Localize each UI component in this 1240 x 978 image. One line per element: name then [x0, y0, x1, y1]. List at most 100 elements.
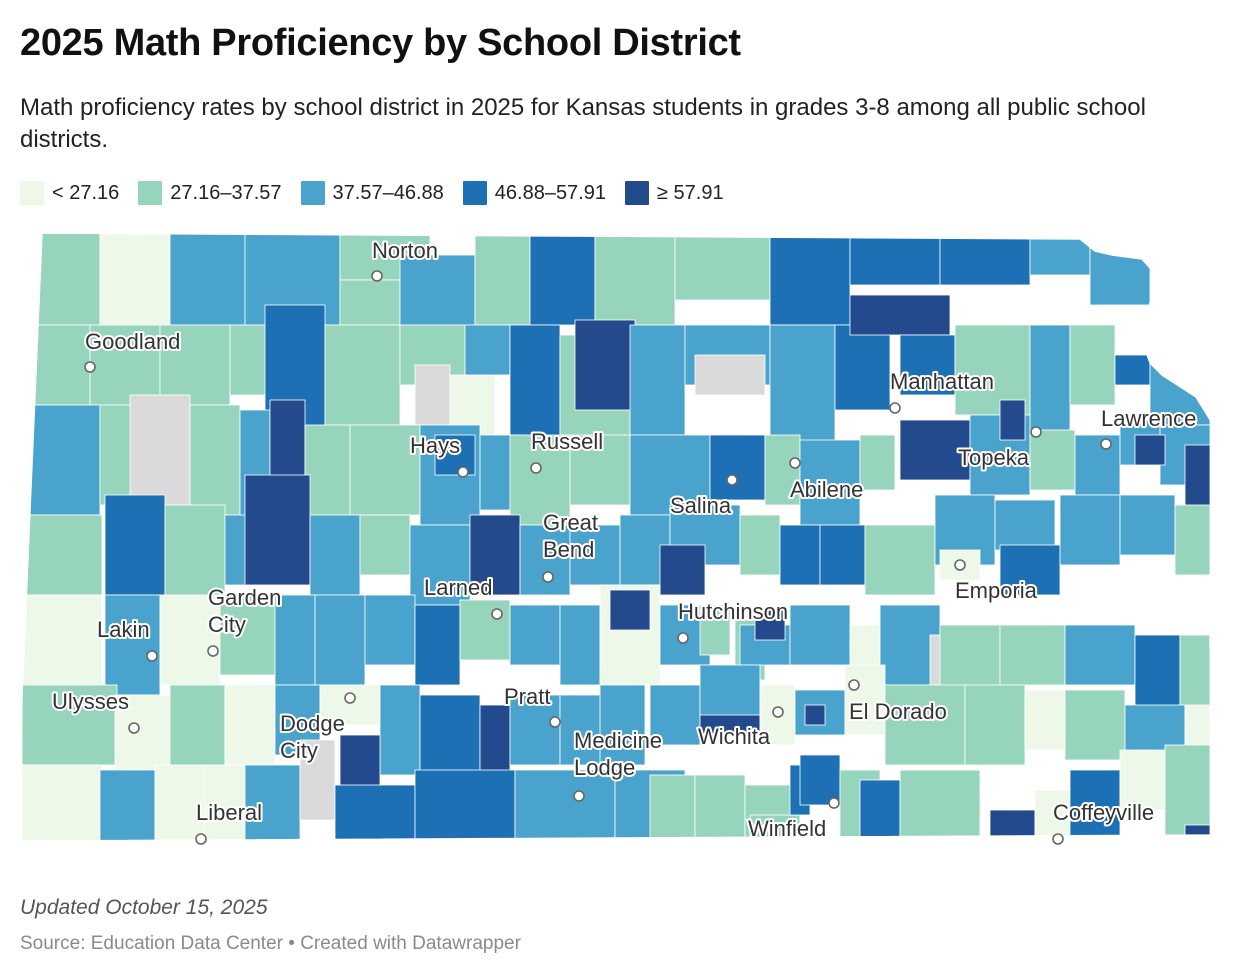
district-83[interactable]: [739, 514, 781, 576]
district-2[interactable]: [99, 225, 171, 326]
district-165[interactable]: [899, 769, 981, 841]
district-17[interactable]: [20, 324, 91, 406]
district-78[interactable]: [519, 524, 571, 596]
district-54[interactable]: [569, 434, 631, 506]
district-6[interactable]: [339, 279, 401, 326]
district-76[interactable]: [409, 524, 471, 606]
district-97[interactable]: [219, 594, 276, 676]
district-103[interactable]: [509, 604, 561, 666]
district-102[interactable]: [459, 599, 511, 661]
district-79[interactable]: [569, 524, 621, 586]
district-30[interactable]: [629, 324, 686, 436]
district-154[interactable]: [414, 769, 516, 841]
district-158[interactable]: [694, 774, 746, 841]
district-82[interactable]: [659, 544, 706, 596]
district-59[interactable]: [859, 434, 896, 491]
district-124[interactable]: [224, 684, 276, 776]
district-86[interactable]: [864, 524, 936, 596]
district-89[interactable]: [994, 499, 1056, 551]
district-142[interactable]: [1024, 689, 1066, 751]
district-93[interactable]: [1174, 504, 1211, 576]
district-121[interactable]: [21, 684, 118, 766]
district-71[interactable]: [164, 504, 226, 606]
district-98[interactable]: [274, 594, 316, 686]
district-24[interactable]: [414, 364, 451, 426]
district-36[interactable]: [899, 334, 956, 396]
district-27[interactable]: [509, 324, 561, 446]
district-74[interactable]: [309, 514, 361, 596]
district-143[interactable]: [1064, 689, 1126, 761]
district-16[interactable]: [1089, 244, 1151, 306]
district-140[interactable]: [884, 684, 966, 766]
district-146[interactable]: [21, 764, 103, 841]
district-73[interactable]: [244, 474, 311, 586]
district-108[interactable]: [699, 604, 731, 656]
district-141[interactable]: [964, 684, 1026, 766]
district-94[interactable]: [21, 594, 103, 686]
district-133[interactable]: [649, 684, 701, 746]
district-148[interactable]: [154, 764, 211, 841]
district-15[interactable]: [1029, 225, 1091, 276]
district-14[interactable]: [939, 225, 1031, 286]
district-106[interactable]: [609, 589, 651, 631]
district-11[interactable]: [674, 225, 771, 301]
district-100[interactable]: [364, 594, 416, 666]
district-138[interactable]: [804, 704, 826, 726]
district-118[interactable]: [1064, 624, 1136, 686]
district-18[interactable]: [89, 324, 161, 406]
district-147[interactable]: [99, 769, 156, 841]
district-112[interactable]: [789, 604, 851, 666]
district-26[interactable]: [464, 324, 511, 376]
district-130[interactable]: [509, 694, 561, 766]
district-44[interactable]: [129, 394, 191, 506]
district-126[interactable]: [319, 684, 381, 726]
district-155[interactable]: [514, 769, 616, 841]
district-153[interactable]: [334, 784, 416, 841]
district-168[interactable]: [1069, 769, 1121, 841]
district-12[interactable]: [769, 225, 851, 326]
district-62[interactable]: [999, 399, 1026, 441]
district-95[interactable]: [104, 594, 161, 696]
district-127[interactable]: [379, 684, 421, 776]
district-49[interactable]: [349, 424, 421, 516]
district-68[interactable]: [1134, 434, 1166, 466]
district-92[interactable]: [1119, 494, 1176, 556]
district-135[interactable]: [699, 664, 761, 716]
district-9[interactable]: [529, 225, 596, 326]
district-29[interactable]: [574, 319, 636, 411]
district-164[interactable]: [859, 779, 901, 841]
district-32[interactable]: [694, 354, 766, 396]
district-117[interactable]: [999, 624, 1066, 686]
district-70[interactable]: [104, 494, 166, 596]
district-90[interactable]: [999, 544, 1061, 596]
district-57[interactable]: [764, 434, 801, 506]
district-104[interactable]: [559, 604, 601, 686]
district-10[interactable]: [594, 225, 676, 326]
district-34[interactable]: [834, 324, 891, 411]
district-3[interactable]: [169, 225, 246, 326]
district-162[interactable]: [799, 754, 841, 806]
district-77[interactable]: [469, 514, 521, 596]
district-99[interactable]: [314, 594, 366, 686]
district-132[interactable]: [599, 684, 646, 766]
district-40[interactable]: [1114, 354, 1151, 386]
district-171[interactable]: [1184, 824, 1211, 841]
district-157[interactable]: [649, 774, 696, 841]
district-13[interactable]: [849, 225, 941, 286]
district-69[interactable]: [21, 514, 103, 596]
district-96[interactable]: [159, 594, 221, 686]
district-91[interactable]: [1059, 494, 1121, 566]
district-84[interactable]: [779, 524, 821, 586]
district-101[interactable]: [414, 604, 461, 686]
district-1[interactable]: [20, 225, 101, 326]
district-19[interactable]: [159, 324, 231, 406]
district-39[interactable]: [1069, 324, 1116, 406]
district-122[interactable]: [114, 694, 171, 776]
district-123[interactable]: [169, 684, 226, 776]
district-63[interactable]: [1029, 429, 1076, 491]
district-22[interactable]: [324, 324, 401, 426]
district-56[interactable]: [709, 434, 766, 501]
district-48[interactable]: [304, 424, 351, 516]
district-149[interactable]: [204, 764, 246, 841]
district-33[interactable]: [769, 324, 836, 446]
